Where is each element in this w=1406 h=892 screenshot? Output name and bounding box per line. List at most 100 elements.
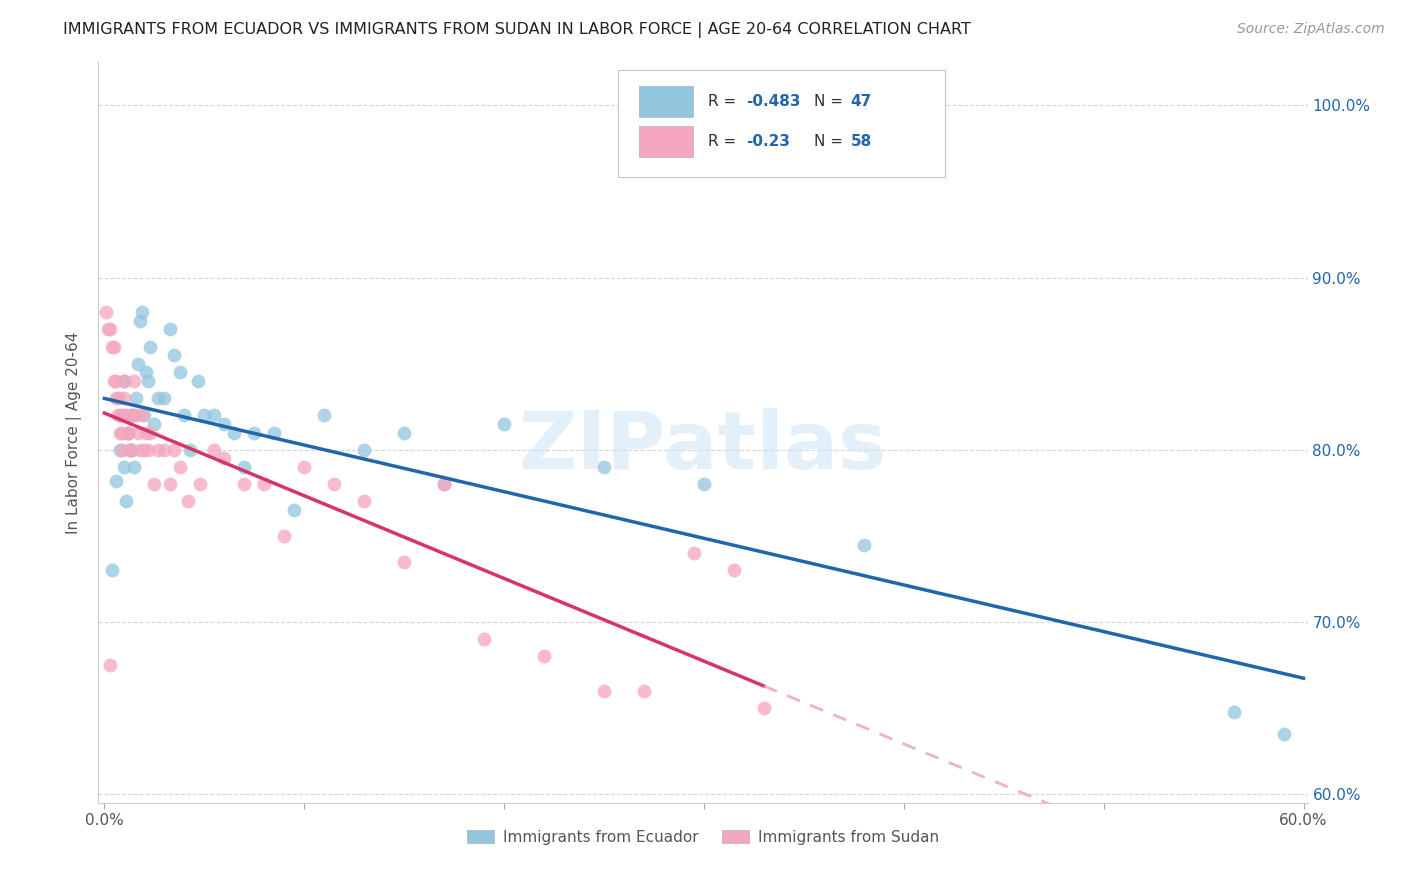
Point [214,417,236,431]
Point [127,425,149,440]
Point [117,425,139,440]
Point [138,374,160,388]
Point [101,563,124,577]
Point [202,409,225,423]
Text: -0.483: -0.483 [747,95,801,109]
Point [110,409,132,423]
Point [533,649,555,664]
Point [105,391,128,405]
Point [120,442,142,457]
Point [112,460,135,475]
Point [96,305,118,319]
Point [112,374,135,388]
Point [105,474,128,488]
Point [100,322,122,336]
Point [134,442,156,457]
Point [111,409,134,423]
Point [752,701,775,715]
Point [97,322,120,336]
FancyBboxPatch shape [619,70,945,178]
Text: 47: 47 [851,95,872,109]
Point [112,374,135,388]
Point [148,442,170,457]
Point [135,425,157,440]
Point [153,442,176,457]
Point [233,460,256,475]
Point [111,425,134,440]
Text: Source: ZipAtlas.com: Source: ZipAtlas.com [1237,22,1385,37]
Point [283,503,305,517]
Point [131,305,153,319]
Point [852,537,875,551]
Point [494,417,516,431]
Legend: Immigrants from Ecuador, Immigrants from Sudan: Immigrants from Ecuador, Immigrants from… [460,823,946,851]
Text: ZIPatlas: ZIPatlas [519,409,887,486]
Point [273,529,295,543]
Point [129,314,152,328]
Point [117,425,139,440]
Point [103,339,125,353]
Point [121,442,143,457]
Point [105,374,128,388]
Point [115,409,138,423]
Point [124,374,146,388]
Point [693,477,716,491]
Point [117,425,139,440]
Point [138,442,160,457]
Point [112,391,135,405]
Point [111,442,134,457]
Point [121,409,143,423]
Y-axis label: In Labor Force | Age 20-64: In Labor Force | Age 20-64 [66,332,83,533]
Point [129,442,152,457]
Point [593,684,616,698]
Point [314,409,336,423]
Point [202,442,225,457]
Point [253,477,276,491]
Point [243,425,266,440]
Point [1222,705,1244,719]
Point [177,494,200,508]
Point [143,417,166,431]
Text: R =: R = [707,95,741,109]
Point [131,409,153,423]
Point [148,391,170,405]
Bar [638,87,693,117]
Text: IMMIGRANTS FROM ECUADOR VS IMMIGRANTS FROM SUDAN IN LABOR FORCE | AGE 20-64 CORR: IMMIGRANTS FROM ECUADOR VS IMMIGRANTS FR… [63,22,972,38]
Point [179,442,201,457]
Text: -0.23: -0.23 [747,134,790,149]
Point [159,322,181,336]
Bar [638,126,693,157]
Point [224,425,246,440]
Point [159,477,181,491]
Point [593,460,616,475]
Point [139,425,162,440]
Point [683,546,706,560]
Point [472,632,495,647]
Point [124,460,146,475]
Text: R =: R = [707,134,741,149]
Point [107,391,129,405]
Point [169,365,191,379]
Point [153,391,176,405]
Point [214,451,236,466]
Point [173,409,195,423]
Point [101,339,124,353]
Point [187,374,209,388]
Point [392,425,415,440]
Text: N =: N = [814,95,848,109]
Point [127,357,149,371]
Point [263,425,285,440]
Point [125,409,148,423]
Point [163,348,186,362]
Point [353,442,375,457]
Point [115,409,138,423]
Text: N =: N = [814,134,848,149]
Text: 58: 58 [851,134,872,149]
Point [1272,727,1295,741]
Point [323,477,346,491]
Point [633,684,655,698]
Point [163,442,186,457]
Point [125,391,148,405]
Point [292,460,315,475]
Point [135,365,157,379]
